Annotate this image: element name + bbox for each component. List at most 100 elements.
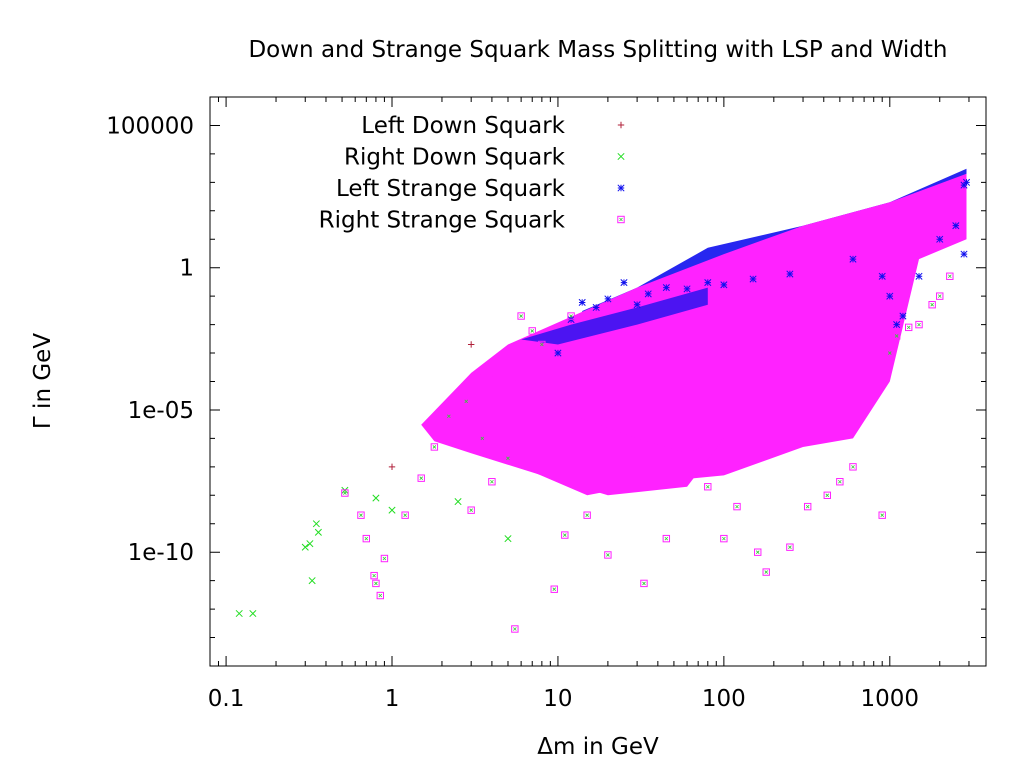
right-strange-squark-point [504, 454, 512, 462]
left-down-squark-point [467, 341, 475, 348]
left-strange-squark-point [786, 270, 794, 278]
x-tick-label: 1 [385, 686, 400, 712]
right-strange-squark-point [762, 568, 770, 576]
legend-marker-left-strange-squark [617, 184, 625, 192]
right-strange-squark-point [362, 534, 371, 543]
chart-title: Down and Strange Squark Mass Splitting w… [248, 37, 947, 63]
dense-point-cloud [421, 168, 967, 496]
left-strange-squark-point [960, 250, 968, 258]
right-strange-squark-point [567, 312, 575, 320]
right-strange-squark-point [849, 463, 857, 471]
legend-label-right-down-squark: Right Down Squark [344, 145, 566, 171]
y-axis-label: Γ in GeV [30, 333, 56, 429]
y-tick-label: 1 [179, 256, 194, 282]
legend-marker-left-down-squark [617, 121, 625, 129]
right-strange-squark-point [488, 478, 496, 486]
left-strange-squark-point [633, 301, 641, 309]
right-strange-squark-point [478, 434, 486, 443]
left-strange-squark-point [720, 281, 728, 289]
legend-label-left-strange-squark: Left Strange Squark [336, 176, 566, 202]
right-strange-squark-point [341, 489, 349, 497]
left-strange-squark-point [962, 178, 971, 186]
right-strange-squark-point [720, 534, 728, 543]
right-strange-squark-point [357, 511, 365, 519]
legend-label-right-strange-squark: Right Strange Squark [319, 208, 566, 234]
right-strange-squark-point [915, 320, 923, 329]
right-strange-squark-point [511, 625, 519, 633]
left-strange-squark-point [849, 255, 857, 263]
right-strange-squark-point [892, 332, 901, 340]
x-axis-label: Δm in GeV [537, 734, 659, 760]
right-strange-squark-point [538, 340, 546, 349]
left-strange-squark-point [644, 290, 652, 298]
left-down-squark-point [388, 463, 396, 471]
right-down-squark-point [312, 520, 320, 528]
left-strange-squark-point [952, 222, 960, 230]
right-strange-squark-point [583, 511, 591, 519]
right-strange-squark-point [878, 511, 886, 519]
y-tick-label: 100000 [106, 113, 194, 139]
left-strange-squark-point [893, 321, 901, 329]
left-strange-squark-point [592, 303, 600, 312]
right-strange-squark-point [370, 571, 378, 580]
legend: Left Down Squark Right Down Squark Left St… [319, 113, 625, 234]
x-tick-label: 1000 [861, 686, 920, 712]
y-tick-label: 1e-10 [128, 540, 194, 566]
left-strange-squark-point [683, 285, 691, 293]
right-strange-squark-point [517, 312, 525, 320]
right-strange-squark-point [836, 478, 844, 486]
right-strange-squark-point [928, 301, 936, 309]
right-strange-squark-point [561, 531, 569, 539]
right-strange-squark-point [803, 502, 812, 511]
right-strange-squark-point [886, 349, 894, 357]
scatter-points [235, 178, 971, 633]
left-strange-squark-point [886, 292, 894, 300]
right-strange-squark-point [376, 591, 384, 600]
right-strange-squark-point [946, 272, 954, 280]
right-strange-squark-point [380, 554, 389, 563]
right-down-squark-point [504, 535, 512, 543]
left-strange-squark-point [578, 298, 586, 307]
x-axis: 0.1 1 10 100 1000 [208, 97, 970, 712]
legend-marker-right-strange-squark [617, 215, 625, 224]
right-strange-squark-point [430, 443, 439, 451]
right-strange-squark-point [754, 548, 762, 556]
right-down-squark-point [314, 528, 322, 536]
x-tick-label: 100 [702, 686, 746, 712]
legend-marker-right-down-squark [617, 152, 625, 161]
right-strange-squark-point [372, 579, 380, 588]
left-strange-squark-point [662, 284, 670, 292]
right-strange-squark-point [704, 483, 712, 491]
right-strange-squark-point [462, 397, 470, 406]
right-strange-squark-point [467, 506, 475, 514]
left-strange-lower-band [521, 287, 708, 345]
right-strange-lower-cloud [421, 372, 724, 496]
right-down-squark-point [454, 498, 462, 506]
left-strange-squark-point [915, 272, 923, 280]
right-strange-main-cloud [471, 173, 967, 496]
right-strange-squark-point [417, 474, 425, 482]
y-axis: 100000 1 1e-05 1e-10 [106, 96, 986, 667]
left-strange-squark-point [899, 312, 907, 320]
legend-label-left-down-squark: Left Down Squark [361, 113, 565, 139]
y-tick-label: 1e-05 [128, 398, 194, 424]
right-strange-squark-point [823, 491, 831, 500]
right-strange-squark-point [786, 543, 794, 551]
left-strange-squark-point [620, 279, 628, 287]
right-strange-squark-point [445, 412, 453, 420]
right-down-squark-point [308, 577, 316, 585]
right-down-squark-point [301, 543, 309, 551]
right-strange-squark-point [550, 585, 558, 593]
left-strange-squark-point [936, 235, 944, 243]
left-strange-squark-point [878, 272, 886, 280]
left-strange-squark-point [749, 275, 757, 283]
right-down-squark-point [249, 609, 257, 618]
right-strange-squark-point [528, 327, 536, 335]
left-strange-squark-point [604, 295, 612, 303]
right-strange-squark-point [936, 292, 944, 300]
right-strange-squark-point [905, 323, 913, 332]
right-strange-squark-point [733, 502, 741, 511]
right-strange-squark-point [401, 511, 409, 519]
right-strange-squark-point [640, 579, 648, 588]
